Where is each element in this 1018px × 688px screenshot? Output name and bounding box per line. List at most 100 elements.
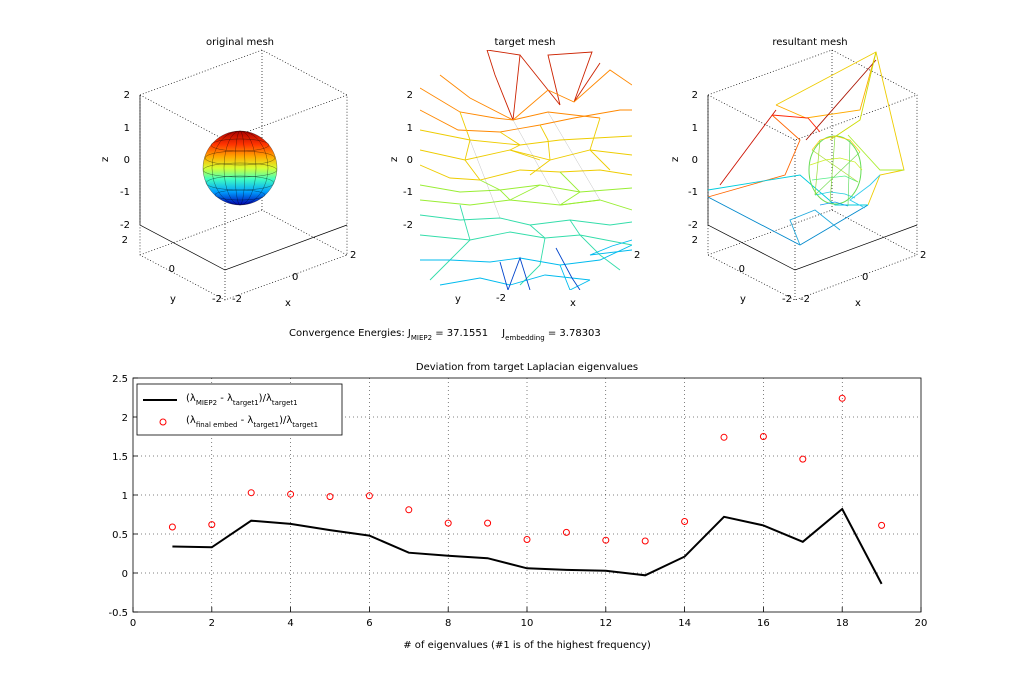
x-tick: -2 [232, 294, 242, 305]
series-point-final-embed [838, 394, 846, 402]
x-label: x [285, 298, 291, 309]
z-tick: -2 [688, 220, 698, 231]
x-tick-label: 16 [757, 618, 770, 629]
panel-title: target mesh [494, 37, 555, 48]
x-tick-label: 4 [287, 618, 293, 629]
z-tick: 2 [407, 90, 413, 101]
y-tick: 2 [122, 235, 128, 246]
eigenvalue-deviation-chart: Deviation from target Laplacian eigenval… [108, 362, 927, 651]
series-point-final-embed [444, 519, 452, 527]
panel-resultant-mesh: resultant mesh [670, 37, 926, 309]
x-tick-label: 2 [209, 618, 215, 629]
legend-marker-swatch [159, 418, 167, 426]
series-point-final-embed [562, 528, 570, 536]
y-tick: 0 [169, 264, 175, 275]
y-tick: -2 [212, 294, 222, 305]
series-line-miep2 [172, 507, 883, 585]
x-tick-label: 20 [915, 618, 928, 629]
axes-box [707, 49, 918, 301]
x-tick-label: 10 [521, 618, 534, 629]
series-point-final-embed [247, 489, 255, 497]
z-tick: 2 [124, 90, 130, 101]
grid [133, 378, 921, 612]
convergence-energies: Convergence Energies: JMIEP2 = 37.1551 Je… [289, 328, 601, 342]
resultant-mesh-edges [707, 51, 905, 246]
panel-title: original mesh [206, 37, 274, 48]
x-tick-label: 18 [836, 618, 849, 629]
series-point-final-embed [799, 455, 807, 463]
series-point-final-embed [523, 536, 531, 543]
x-tick: 2 [634, 250, 640, 261]
y-tick: -2 [496, 293, 506, 304]
series-point-final-embed [287, 490, 295, 498]
panel-title: resultant mesh [772, 37, 847, 48]
z-tick: 0 [407, 155, 413, 166]
legend-entry-final-embed: (λfinal embed - λtarget1)/λtarget1 [186, 415, 318, 429]
x-tick: 0 [862, 272, 868, 283]
series-point-final-embed [759, 433, 767, 440]
x-tick: 2 [350, 250, 356, 261]
x-label: x [855, 298, 861, 309]
legend-entry-miep2: (λMIEP2 - λtarget1)/λtarget1 [186, 393, 298, 407]
z-tick: -1 [403, 187, 413, 198]
series-point-final-embed [405, 506, 413, 514]
series-point-final-embed [208, 521, 216, 529]
z-tick: 0 [124, 155, 130, 166]
x-tick-label: 12 [599, 618, 612, 629]
z-label: z [670, 157, 681, 162]
z-tick: 0 [692, 155, 698, 166]
x-label: x [570, 298, 576, 309]
series-point-final-embed [681, 518, 689, 525]
y-tick: -2 [782, 294, 792, 305]
z-tick: -1 [688, 187, 698, 198]
legend-box [136, 383, 343, 436]
series-point-final-embed [168, 523, 176, 531]
sphere-wireframe [202, 130, 278, 206]
y-tick-label: 0.5 [112, 530, 128, 541]
x-tick: 2 [920, 250, 926, 261]
series-point-final-embed [365, 492, 373, 500]
y-label: y [740, 294, 746, 305]
series-point-final-embed [641, 537, 649, 545]
z-tick: 1 [124, 123, 130, 134]
series-point-final-embed [602, 536, 610, 544]
z-tick: 1 [692, 123, 698, 134]
x-tick-label: 14 [678, 618, 691, 629]
z-tick: 2 [692, 90, 698, 101]
z-tick: -2 [120, 220, 130, 231]
axis-ticks: 0 2 4 6 8 10 12 14 16 18 20-0.500.511.522.5 [108, 374, 927, 629]
series-point-final-embed [326, 493, 334, 501]
y-tick-label: -0.5 [108, 608, 128, 619]
panel-target-mesh: target mesh [389, 37, 640, 309]
y-tick-label: 0 [122, 569, 128, 580]
y-tick: 2 [692, 235, 698, 246]
target-mesh-edges [420, 50, 632, 290]
y-label: y [170, 294, 176, 305]
y-tick-label: 1 [122, 491, 128, 502]
x-tick: 0 [292, 272, 298, 283]
series-point-final-embed [720, 433, 728, 441]
y-label: y [455, 294, 461, 305]
x-tick-label: 6 [366, 618, 372, 629]
z-tick: -2 [403, 220, 413, 231]
z-label: z [389, 157, 400, 162]
series-point-final-embed [484, 519, 492, 527]
z-tick: 1 [407, 123, 413, 134]
x-axis-label: # of eigenvalues (#1 is of the highest f… [403, 640, 651, 651]
series-point-final-embed [878, 521, 886, 529]
x-tick: -2 [800, 294, 810, 305]
y-tick-label: 2.5 [112, 374, 128, 385]
y-tick: 0 [739, 264, 745, 275]
y-tick-label: 2 [122, 413, 128, 424]
y-tick-label: 1.5 [112, 452, 128, 463]
legend: (λMIEP2 - λtarget1)/λtarget1 (λfinal emb… [136, 383, 343, 436]
series-layer [168, 394, 886, 585]
panel-original-mesh: original mesh 2 1 0 -1 -2 z 2 [100, 37, 356, 309]
x-tick-label: 8 [445, 618, 451, 629]
x-tick-label: 0 [130, 618, 136, 629]
chart-title: Deviation from target Laplacian eigenval… [416, 362, 638, 373]
z-label: z [100, 157, 111, 162]
resultant-mesh-cluster [808, 135, 863, 207]
z-tick: -1 [120, 187, 130, 198]
